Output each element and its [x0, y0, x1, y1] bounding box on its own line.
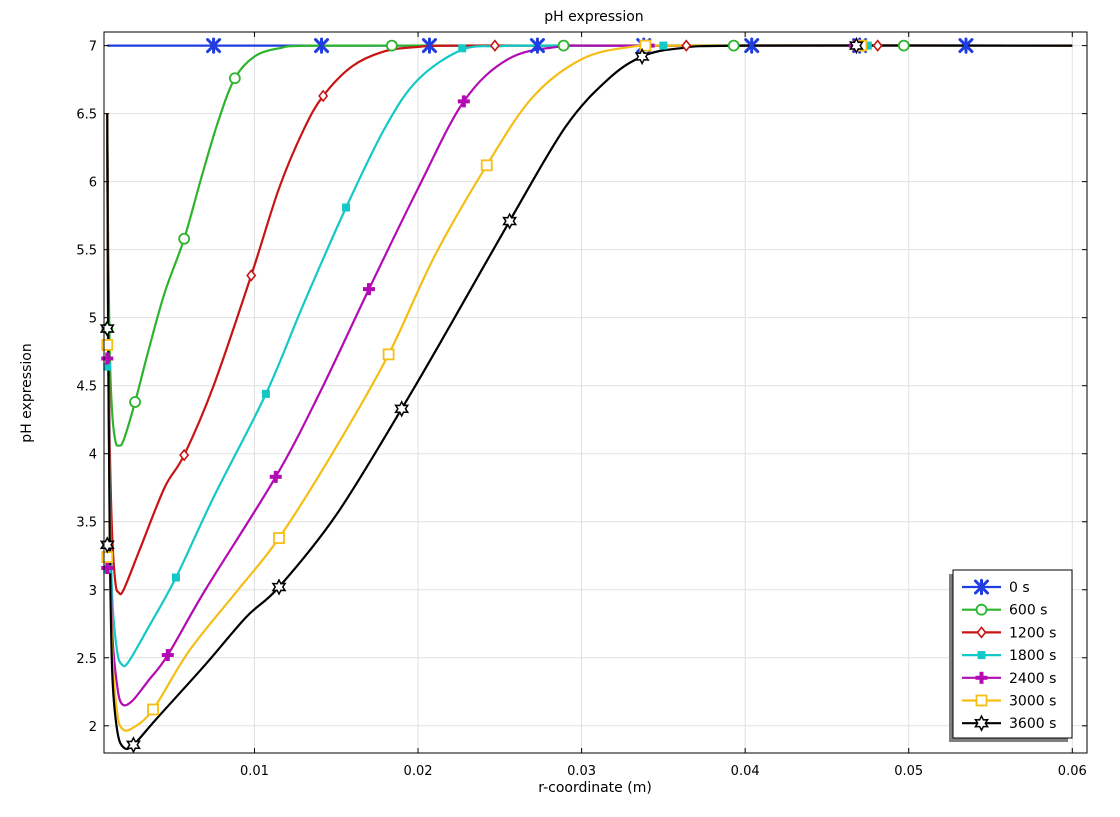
data-point-series-6	[125, 736, 141, 754]
y-axis-label: pH expression	[19, 343, 35, 442]
y-tick-label: 5	[89, 312, 97, 327]
data-point-series-4	[362, 283, 375, 296]
data-point-series-2	[681, 39, 692, 52]
legend-entry: 3000 s	[962, 694, 1056, 710]
data-point-series-5	[101, 338, 114, 351]
data-point-series-6	[394, 400, 410, 418]
legend-entry: 2400 s	[962, 671, 1056, 687]
legend-marker	[976, 626, 987, 639]
legend-label: 3000 s	[1009, 694, 1056, 710]
data-point-series-0	[314, 37, 330, 54]
legend-label: 1800 s	[1009, 648, 1056, 664]
data-point-series-5	[273, 532, 285, 544]
plot-frame	[103, 31, 1088, 754]
legend-entry: 1800 s	[962, 648, 1056, 664]
data-point-series-4	[101, 561, 114, 574]
data-point-series-3	[458, 44, 467, 53]
data-point-series-3	[863, 41, 872, 50]
grid-lines	[104, 32, 1087, 753]
data-point-series-5	[480, 159, 493, 172]
x-tick-label: 0.02	[404, 764, 433, 779]
x-axis-ticks: 0.01 0.02 0.03 0.04 0.05 0.06	[240, 32, 1087, 779]
legend-marker	[975, 603, 988, 616]
data-point-series-4	[101, 352, 114, 365]
data-point-series-0	[206, 37, 222, 54]
y-tick-label: 3.5	[76, 516, 97, 531]
x-tick-label: 0.01	[240, 764, 269, 779]
legend-entry: 600 s	[962, 603, 1047, 619]
y-tick-label: 7	[89, 40, 97, 55]
x-axis-label: r-coordinate (m)	[538, 780, 652, 796]
data-point-series-3	[103, 362, 112, 371]
x-tick-label: 0.06	[1058, 764, 1087, 779]
y-tick-label: 5.5	[76, 244, 97, 259]
legend-marker	[975, 694, 988, 707]
legend-entry: 1200 s	[962, 625, 1056, 641]
data-point-series-3	[659, 41, 668, 50]
data-point-series-6	[848, 36, 864, 55]
data-point-series-4	[161, 649, 174, 662]
data-point-series-0	[529, 37, 545, 54]
y-tick-label: 2	[89, 720, 97, 735]
data-point-series-1	[129, 396, 141, 408]
y-tick-label: 2.5	[76, 652, 97, 667]
data-point-series-1	[228, 72, 241, 85]
legend-marker	[975, 671, 988, 684]
y-tick-label: 6	[89, 176, 97, 191]
data-point-series-1	[897, 39, 910, 52]
data-point-series-3	[171, 573, 180, 582]
data-point-series-6	[271, 578, 287, 596]
chart-title: pH expression	[544, 9, 643, 25]
y-axis-ticks: 2 2.5 3 3.5 4 4.5 5 5.5 6 6.5 7	[76, 40, 1087, 735]
legend-label: 3600 s	[1009, 716, 1056, 732]
x-tick-label: 0.05	[894, 764, 923, 779]
data-point-series-5	[639, 39, 652, 52]
legend-entry: 3600 s	[962, 714, 1056, 732]
data-point-series-5	[382, 348, 395, 361]
data-point-series-1	[727, 39, 740, 52]
data-point-series-2	[179, 448, 190, 462]
data-point-series-4	[269, 470, 282, 483]
y-tick-label: 4	[89, 448, 97, 463]
data-point-series-0	[421, 37, 437, 54]
data-point-series-0	[958, 37, 974, 54]
x-tick-label: 0.04	[731, 764, 760, 779]
x-tick-label: 0.03	[567, 764, 596, 779]
data-point-series-6	[99, 319, 115, 338]
legend-label: 600 s	[1009, 603, 1047, 619]
data-point-series-1	[385, 39, 398, 52]
data-point-series-3	[261, 389, 270, 398]
data-point-series-1	[178, 232, 191, 245]
legend-marker	[974, 714, 989, 732]
data-point-series-2	[872, 39, 883, 52]
data-point-series-2	[489, 39, 500, 52]
data-point-series-2	[318, 89, 329, 103]
data-point-series-4	[457, 95, 470, 108]
y-tick-label: 3	[89, 584, 97, 599]
series-line-1	[106, 44, 1073, 447]
legend-label: 0 s	[1009, 580, 1030, 596]
data-point-series-3	[342, 203, 351, 212]
data-point-series-1	[557, 39, 570, 52]
data-point-series-5	[147, 703, 159, 716]
data-point-series-6	[502, 212, 518, 230]
legend: 0 s 600 s 1200 s 1800 s 2400 s 3000 s 3600 s	[949, 569, 1073, 742]
series-lines	[106, 44, 1073, 751]
data-point-series-6	[99, 536, 115, 554]
data-point-series-0	[744, 37, 760, 54]
series-line-2	[106, 44, 1073, 596]
legend-label: 1200 s	[1009, 625, 1056, 641]
data-point-series-2	[246, 269, 257, 282]
legend-marker	[974, 578, 989, 596]
legend-entry: 0 s	[962, 578, 1030, 596]
y-tick-label: 6.5	[76, 108, 97, 123]
legend-label: 2400 s	[1009, 671, 1056, 687]
series-markers	[99, 36, 974, 754]
legend-marker	[977, 651, 986, 660]
y-tick-label: 4.5	[76, 380, 97, 395]
data-point-series-6	[634, 47, 650, 66]
